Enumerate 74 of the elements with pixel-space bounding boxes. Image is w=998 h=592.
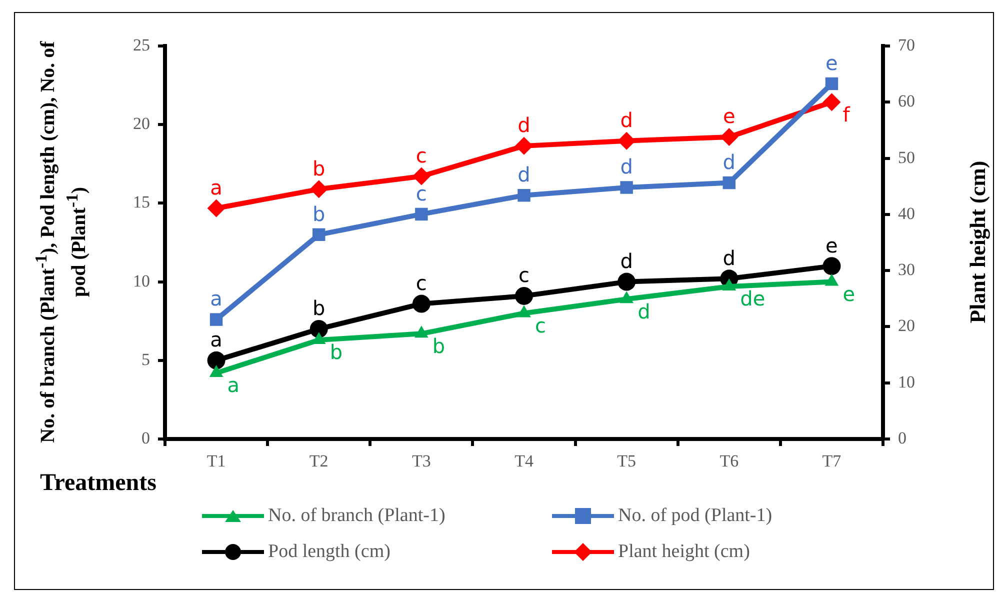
point xyxy=(515,136,533,155)
data-label: b xyxy=(312,156,326,180)
data-label: d xyxy=(620,108,633,132)
y-tick-label: 20 xyxy=(133,114,150,134)
y2-tick-label: 10 xyxy=(898,372,915,392)
point xyxy=(720,128,738,146)
legend-label: No. of branch (Plant-1) xyxy=(268,505,446,527)
point xyxy=(412,167,430,186)
x-tick-label: T7 xyxy=(822,452,842,471)
data-label: b xyxy=(330,340,343,364)
y-tick-label: 0 xyxy=(142,428,150,448)
y2-tick-label: 60 xyxy=(898,92,915,111)
data-label: d xyxy=(518,113,530,138)
x-tick-label: T6 xyxy=(720,452,739,471)
y2-tick-label: 50 xyxy=(898,148,915,167)
x-tick-label: T4 xyxy=(514,452,534,471)
y2-tick-label: 20 xyxy=(898,316,915,336)
data-label: d xyxy=(518,162,530,187)
data-label: c xyxy=(416,143,427,168)
data-label: a xyxy=(210,328,222,352)
point xyxy=(210,313,223,326)
data-label: b xyxy=(432,334,446,358)
point xyxy=(722,176,736,190)
data-label: c xyxy=(518,263,530,288)
x-axis-title: Treatments xyxy=(40,470,156,497)
data-label: a xyxy=(210,175,222,200)
point xyxy=(620,181,633,194)
point xyxy=(825,77,838,90)
data-label: d xyxy=(620,249,633,274)
point xyxy=(207,199,226,218)
point xyxy=(415,208,428,221)
point xyxy=(515,286,533,305)
point xyxy=(618,272,636,291)
data-label: c xyxy=(535,313,546,338)
data-label: d xyxy=(722,246,736,270)
data-label: b xyxy=(312,296,326,320)
y2-tick-label: 0 xyxy=(898,428,906,448)
point xyxy=(312,228,326,242)
point xyxy=(822,93,841,112)
data-label: d xyxy=(722,150,736,174)
x-tick-label: T3 xyxy=(412,452,431,471)
data-label: c xyxy=(416,271,427,296)
point xyxy=(412,294,430,313)
data-label: d xyxy=(620,154,633,179)
data-label: c xyxy=(416,181,427,206)
x-tick-label: T5 xyxy=(617,452,636,471)
y-tick-label: 25 xyxy=(133,35,150,54)
data-label: e xyxy=(722,104,736,128)
point xyxy=(310,180,328,198)
data-label: d xyxy=(638,299,650,324)
data-label: e xyxy=(842,282,856,306)
point xyxy=(822,257,841,276)
data-label: de xyxy=(740,286,766,311)
x-tick-label: T2 xyxy=(309,452,328,471)
y-tick-label: 5 xyxy=(142,350,150,369)
data-label: a xyxy=(210,286,222,311)
data-label: e xyxy=(826,233,838,258)
data-label: e xyxy=(826,50,838,75)
legend-label: No. of pod (Plant-1) xyxy=(618,505,772,527)
x-tick-label: T1 xyxy=(206,452,226,471)
data-label: f xyxy=(842,102,851,126)
legend-label: Pod length (cm) xyxy=(268,541,390,563)
data-label: a xyxy=(227,373,240,398)
y2-axis-title: Plant height (cm) xyxy=(965,160,991,324)
point xyxy=(518,188,530,202)
point xyxy=(310,320,328,338)
y2-tick-label: 70 xyxy=(898,35,915,54)
y2-tick-label: 30 xyxy=(898,260,915,280)
point xyxy=(207,351,226,370)
y2-tick-label: 40 xyxy=(898,204,915,223)
legend-label: Plant height (cm) xyxy=(618,541,750,563)
data-label: b xyxy=(312,202,326,226)
y-tick-label: 10 xyxy=(133,271,150,290)
y-tick-label: 15 xyxy=(133,192,150,212)
